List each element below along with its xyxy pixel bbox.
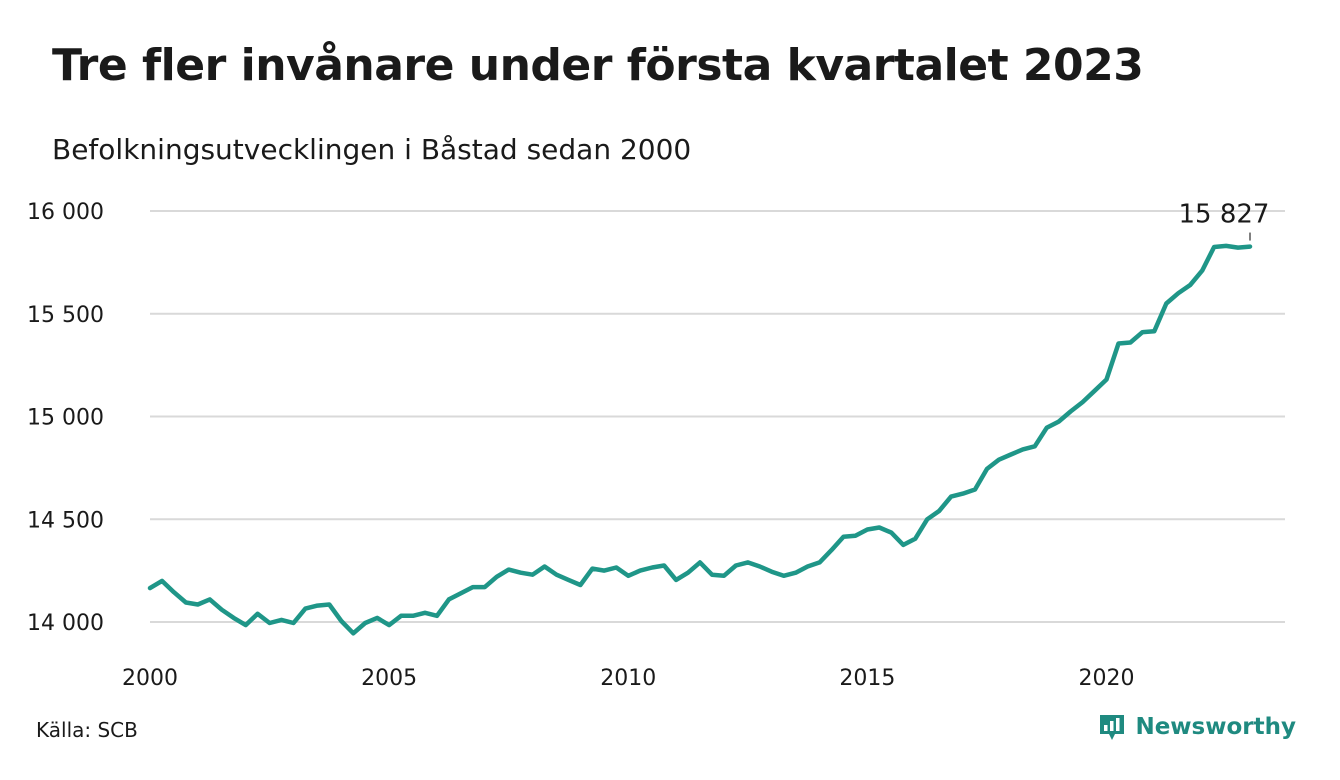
line-chart: 16 000 15 500 15 000 14 500 14 000 2000 2005 20… xyxy=(27,200,1285,691)
source-note: Källa: SCB xyxy=(36,718,138,742)
brand-name: Newsworthy xyxy=(1135,714,1296,740)
y-tick-label: 15 500 xyxy=(27,303,104,328)
x-tick-label: 2000 xyxy=(122,666,178,691)
annotation-label: 15 827 xyxy=(1179,200,1270,230)
x-tick-label: 2005 xyxy=(361,666,417,691)
y-tick-label: 14 000 xyxy=(27,611,104,636)
chart-title: Tre fler invånare under första kvartalet… xyxy=(52,40,1144,91)
y-tick-label: 16 000 xyxy=(27,200,104,225)
chart-subtitle: Befolkningsutvecklingen i Båstad sedan 2… xyxy=(52,133,692,166)
y-tick-label: 15 000 xyxy=(27,406,104,431)
y-tick-label: 14 500 xyxy=(27,508,104,533)
x-tick-label: 2010 xyxy=(600,666,656,691)
x-tick-label: 2015 xyxy=(839,666,895,691)
brand-logo: Newsworthy xyxy=(1097,712,1296,742)
x-tick-label: 2020 xyxy=(1079,666,1135,691)
newsworthy-logo-icon xyxy=(1097,712,1127,742)
series-line xyxy=(147,243,1253,636)
